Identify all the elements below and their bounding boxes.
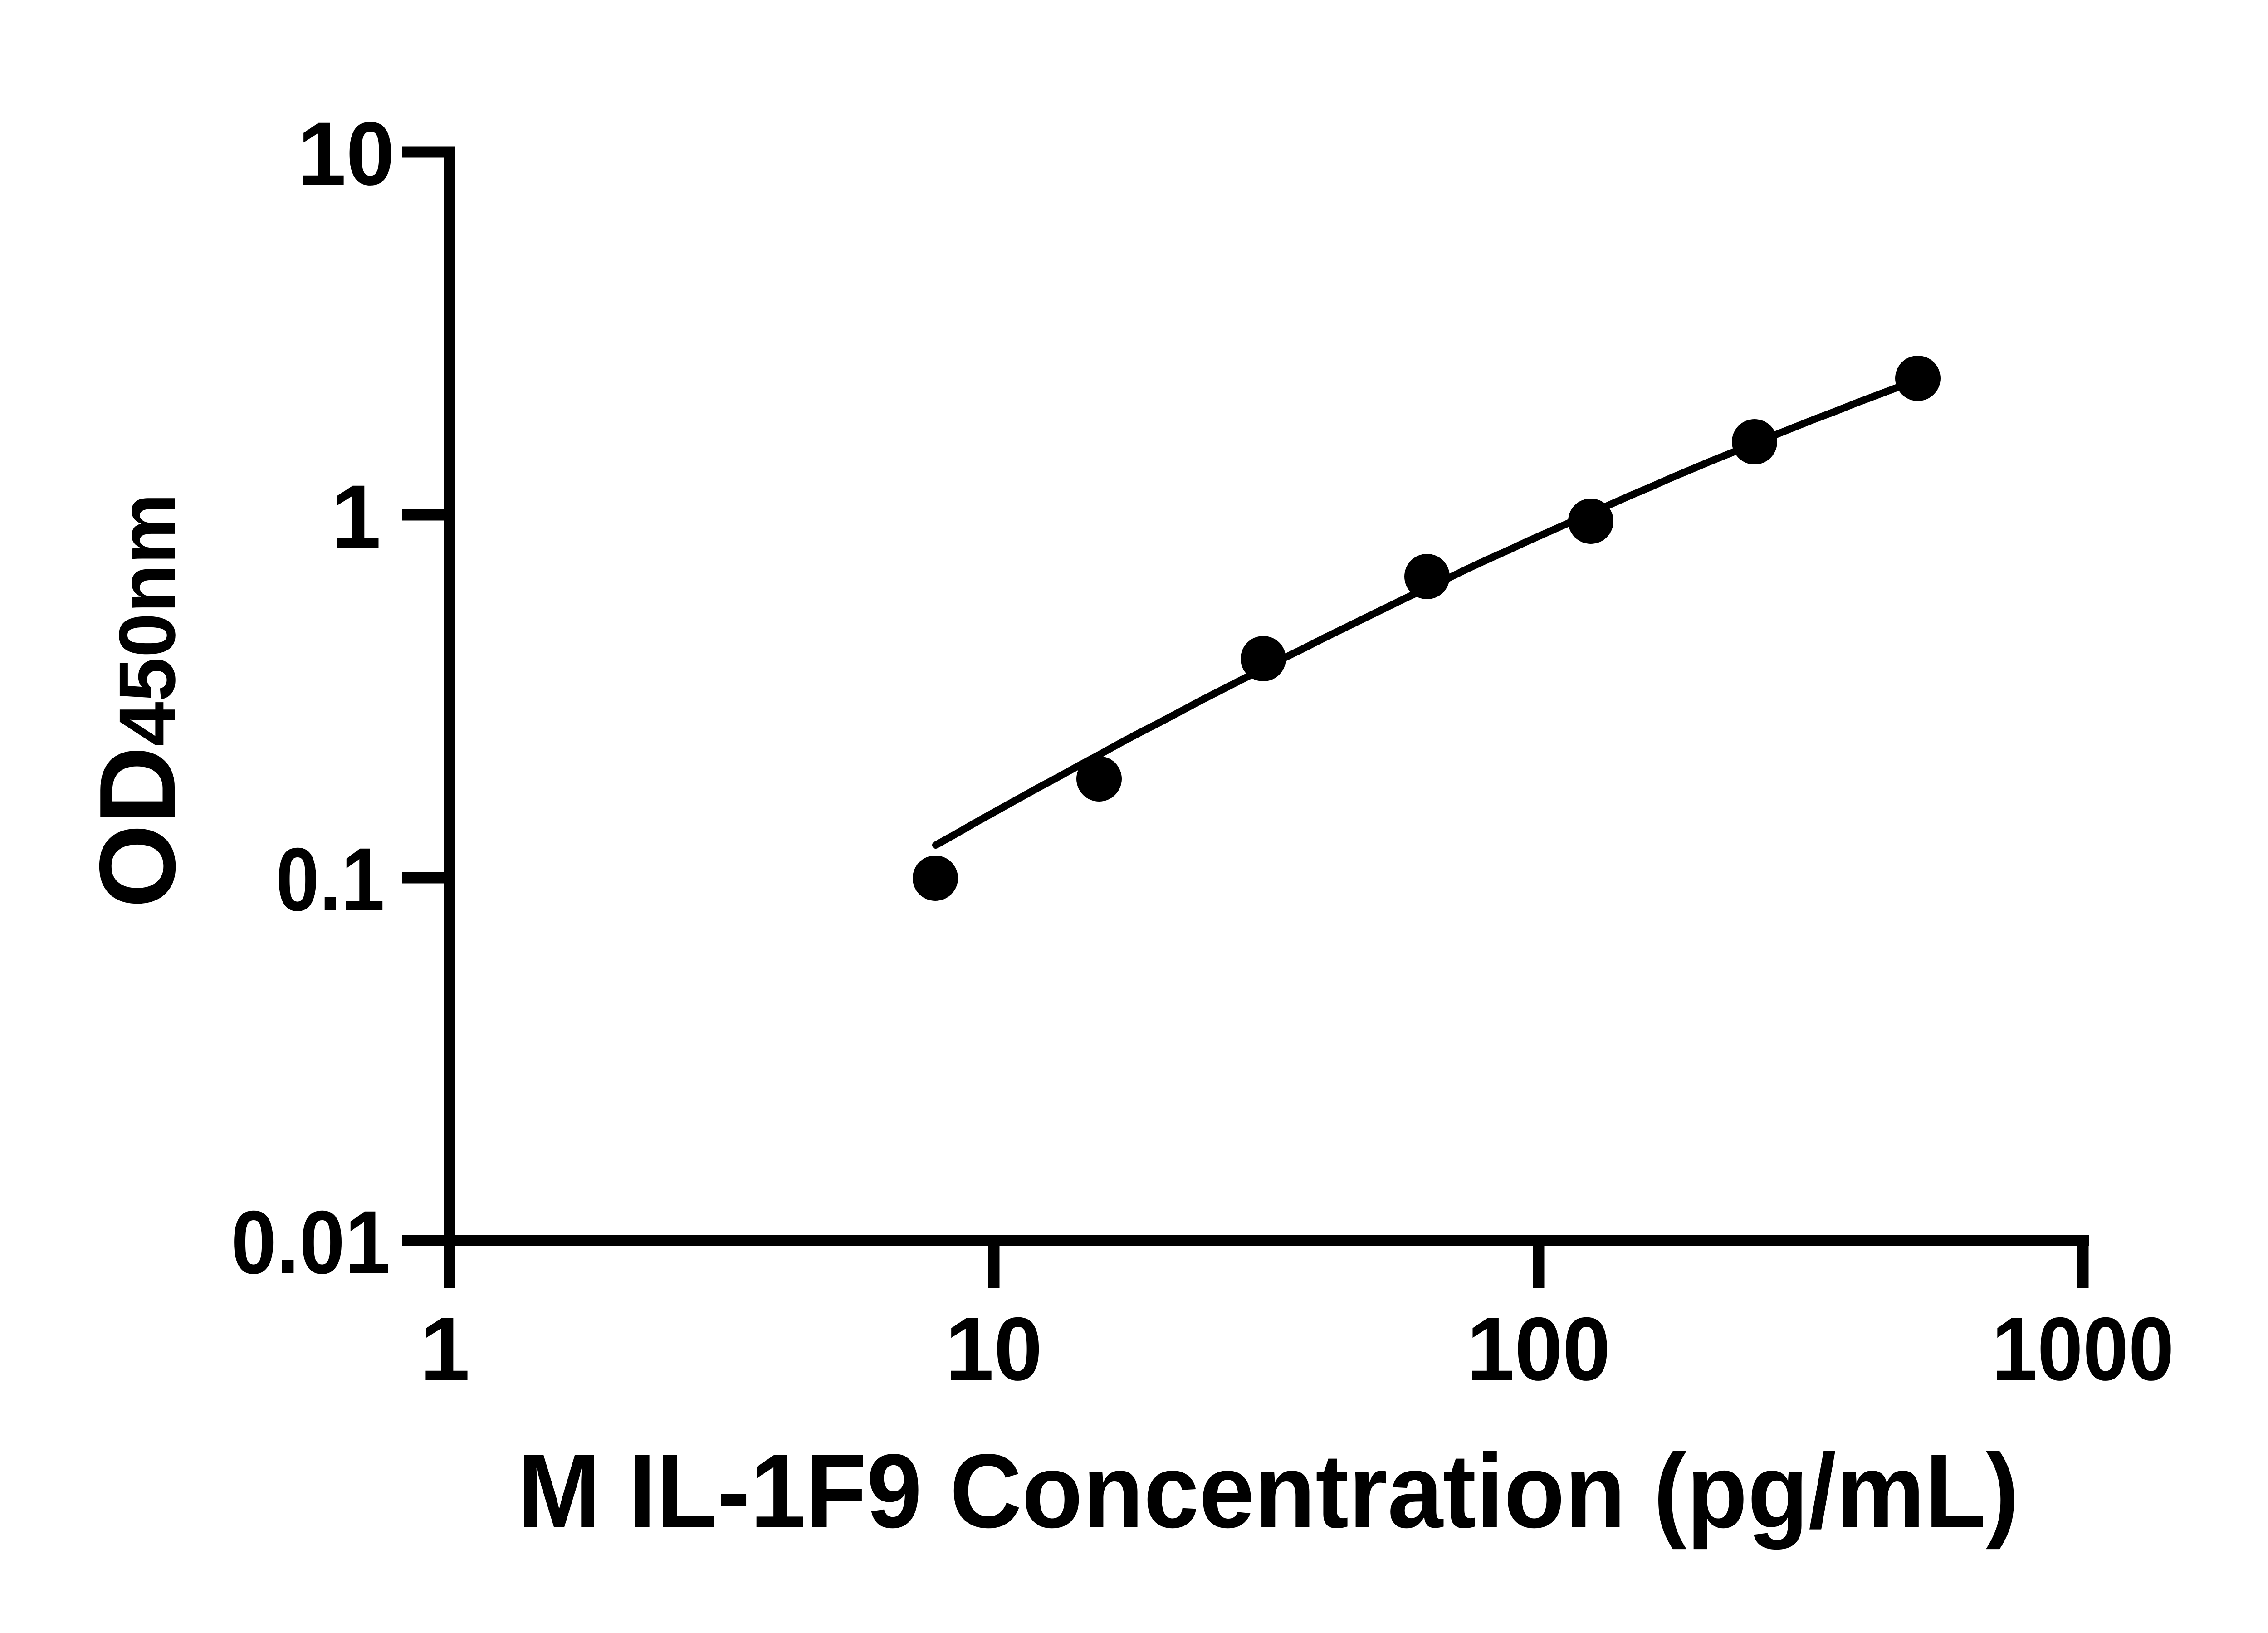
svg-text:1: 1 [331, 466, 381, 567]
svg-text:0.01: 0.01 [231, 1192, 391, 1292]
svg-text:OD450nm: OD450nm [78, 493, 198, 908]
svg-text:1000: 1000 [1992, 1299, 2174, 1399]
svg-text:1: 1 [420, 1299, 470, 1399]
svg-text:10: 10 [298, 103, 395, 204]
svg-text:100: 100 [1467, 1299, 1611, 1399]
svg-text:0.1: 0.1 [276, 829, 385, 929]
svg-text:10: 10 [945, 1299, 1042, 1399]
svg-text:M IL-1F9 Concentration (pg/mL): M IL-1F9 Concentration (pg/mL) [518, 1433, 2019, 1550]
